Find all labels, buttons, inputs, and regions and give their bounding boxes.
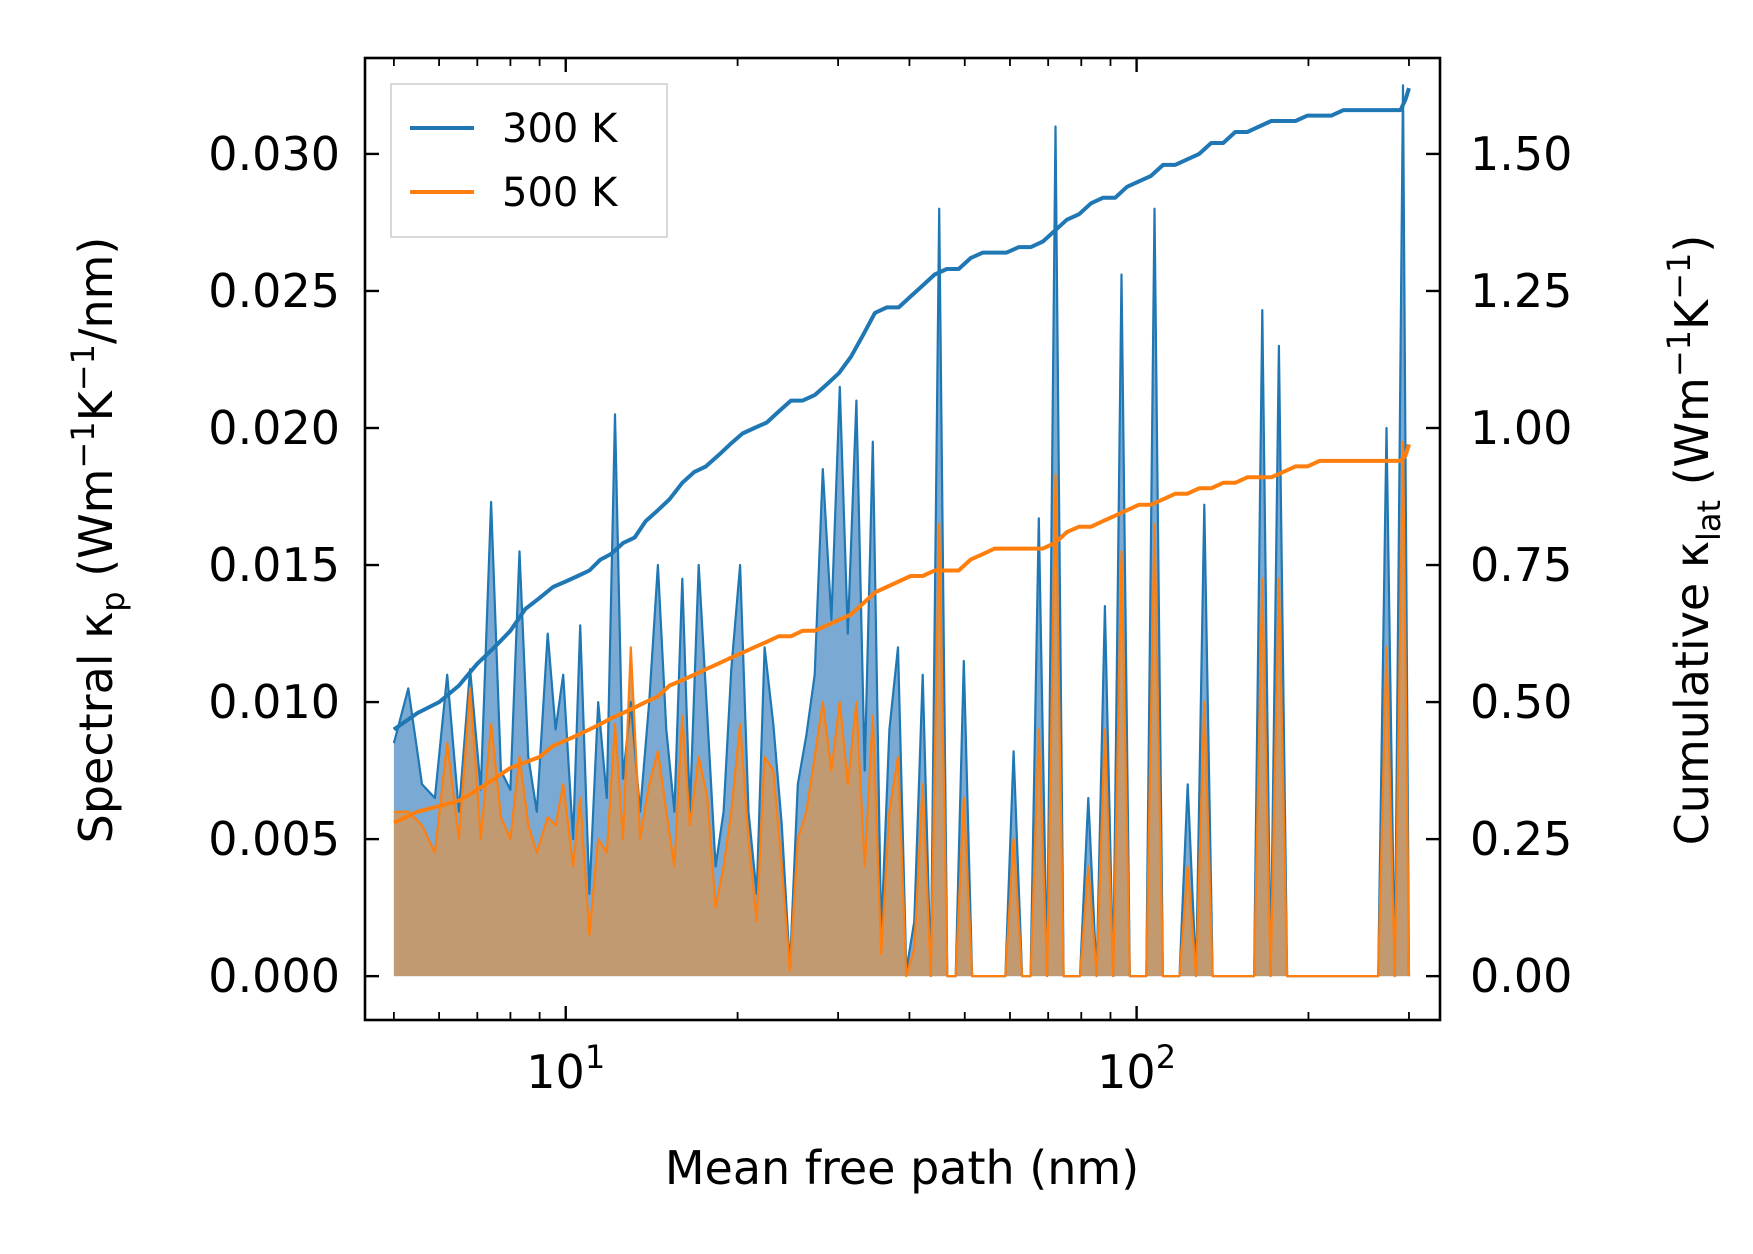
y-right-tick-label: 0.50 [1470, 675, 1572, 729]
legend-label-300k: 300 K [502, 106, 619, 152]
y-axis-right-label: Cumulative κlat (Wm−1K−1) [1660, 235, 1728, 846]
y-left-tick-label: 0.015 [208, 538, 340, 592]
y-right-tick-label: 1.25 [1470, 264, 1572, 318]
x-tick-label-base: 10 [526, 1045, 585, 1099]
y-right-tick-label: 0.00 [1470, 949, 1572, 1003]
y-right-tick-label: 0.75 [1470, 538, 1572, 592]
x-tick-label: 102 [1097, 1038, 1176, 1099]
plot-frame [363, 56, 1442, 1022]
y-left-tick-label: 0.010 [208, 675, 340, 729]
y-left-tick-label: 0.000 [208, 949, 340, 1003]
y-right-tick-label: 0.25 [1470, 812, 1572, 866]
data-lines [392, 84, 1411, 978]
x-axis-label: Mean free path (nm) [665, 1141, 1139, 1195]
y-right-tick-label: 1.50 [1470, 127, 1572, 181]
cumulative-line-500k [393, 443, 1411, 825]
x-tick-label: 101 [526, 1038, 605, 1099]
legend: 300 K 500 K [390, 83, 668, 238]
x-tick-label-exponent: 2 [1156, 1038, 1176, 1076]
y-right-tick-label: 1.00 [1470, 401, 1572, 455]
y-axis-left-label: Spectral κp (Wm−1K−1/nm) [64, 237, 132, 844]
axis-ticks [365, 58, 1440, 1020]
y-left-tick-label: 0.030 [208, 127, 340, 181]
y-left-tick-label: 0.020 [208, 401, 340, 455]
y-left-tick-label: 0.005 [208, 812, 340, 866]
y-left-tick-label: 0.025 [208, 264, 340, 318]
cumulative-line-300k [392, 87, 1411, 732]
spectral-line-500k [393, 440, 1411, 978]
legend-box [390, 83, 668, 238]
x-tick-label-exponent: 1 [585, 1038, 605, 1076]
tick-labels: 101 1020.0000.0050.0100.0150.0200.0250.03… [208, 127, 1572, 1099]
x-tick-label-base: 10 [1097, 1045, 1156, 1099]
legend-label-500k: 500 K [502, 170, 619, 216]
